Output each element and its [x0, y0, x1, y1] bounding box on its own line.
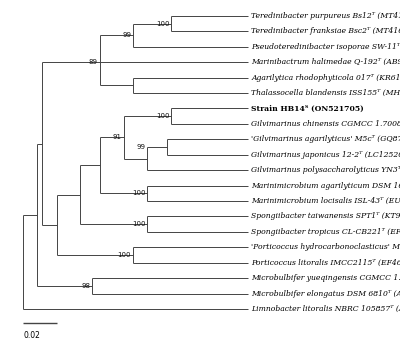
Text: Agarilytica rhodophyticola 017ᵀ (KR610527): Agarilytica rhodophyticola 017ᵀ (KR61052…	[251, 74, 400, 82]
Text: Microbulbifer elongatus DSM 6810ᵀ (AF500006): Microbulbifer elongatus DSM 6810ᵀ (AF500…	[251, 290, 400, 298]
Text: Spongiibacter tropicus CL-CB221ᵀ (EF988653): Spongiibacter tropicus CL-CB221ᵀ (EF9886…	[251, 228, 400, 236]
Text: Pseudoteredinibacter isoporae SW-11ᵀ (FJ347760): Pseudoteredinibacter isoporae SW-11ᵀ (FJ…	[251, 43, 400, 51]
Text: Spongiibacter taiwanensis SPT1ᵀ (KT966463): Spongiibacter taiwanensis SPT1ᵀ (KT96646…	[251, 212, 400, 220]
Text: 99: 99	[136, 144, 146, 150]
Text: Microbulbifer yueqingensis CGMCC 1.10658ᵀ (GQ262813): Microbulbifer yueqingensis CGMCC 1.10658…	[251, 274, 400, 282]
Text: 100: 100	[118, 252, 131, 258]
Text: 'Porticoccus hydrocarbonoclasticus' MCTG13dᵀ (JN088732): 'Porticoccus hydrocarbonoclasticus' MCTG…	[251, 243, 400, 251]
Text: Porticoccus litoralis IMCC2115ᵀ (EF468719): Porticoccus litoralis IMCC2115ᵀ (EF46871…	[251, 259, 400, 267]
Text: Gilvimarinus japonicus 12-2ᵀ (LC125208): Gilvimarinus japonicus 12-2ᵀ (LC125208)	[251, 151, 400, 159]
Text: Teredinibacter franksiae Bsc2ᵀ (MT416121): Teredinibacter franksiae Bsc2ᵀ (MT416121…	[251, 27, 400, 35]
Text: Marinimicrobium locisalis ISL-43ᵀ (EU874388): Marinimicrobium locisalis ISL-43ᵀ (EU874…	[251, 197, 400, 205]
Text: Gilvimarinus chinensis CGMCC 1.7008ᵀ (DQ822530): Gilvimarinus chinensis CGMCC 1.7008ᵀ (DQ…	[251, 120, 400, 128]
Text: 100: 100	[132, 221, 146, 227]
Text: 99: 99	[122, 32, 131, 38]
Text: Marinimicrobium agarilyticum DSM 16975ᵀ (AY839870): Marinimicrobium agarilyticum DSM 16975ᵀ …	[251, 182, 400, 190]
Text: Marinibactrum halimedae Q-192ᵀ (AB900126): Marinibactrum halimedae Q-192ᵀ (AB900126…	[251, 58, 400, 66]
Text: 100: 100	[132, 190, 146, 196]
Text: 0.02: 0.02	[23, 331, 40, 340]
Text: Gilvimarinus polysaccharolyticus YN3ᵀ (HM437226): Gilvimarinus polysaccharolyticus YN3ᵀ (H…	[251, 166, 400, 174]
Text: 100: 100	[156, 20, 170, 27]
Text: 'Gilvimarinus agarilyticus' M5cᵀ (GQ872424): 'Gilvimarinus agarilyticus' M5cᵀ (GQ8724…	[251, 135, 400, 143]
Text: 98: 98	[82, 283, 90, 289]
Text: 91: 91	[113, 134, 122, 140]
Text: 100: 100	[156, 113, 170, 119]
Text: Teredinibacter purpureus Bs12ᵀ (MT416120): Teredinibacter purpureus Bs12ᵀ (MT416120…	[251, 12, 400, 20]
Text: Strain HB14ᵀ (ON521705): Strain HB14ᵀ (ON521705)	[251, 104, 364, 112]
Text: Thalassocella blandensis ISS155ᵀ (MH732325): Thalassocella blandensis ISS155ᵀ (MH7323…	[251, 89, 400, 97]
Text: Limnobacter litoralis NBRC 105857ᵀ (AB682299): Limnobacter litoralis NBRC 105857ᵀ (AB68…	[251, 305, 400, 313]
Text: 89: 89	[89, 59, 98, 65]
